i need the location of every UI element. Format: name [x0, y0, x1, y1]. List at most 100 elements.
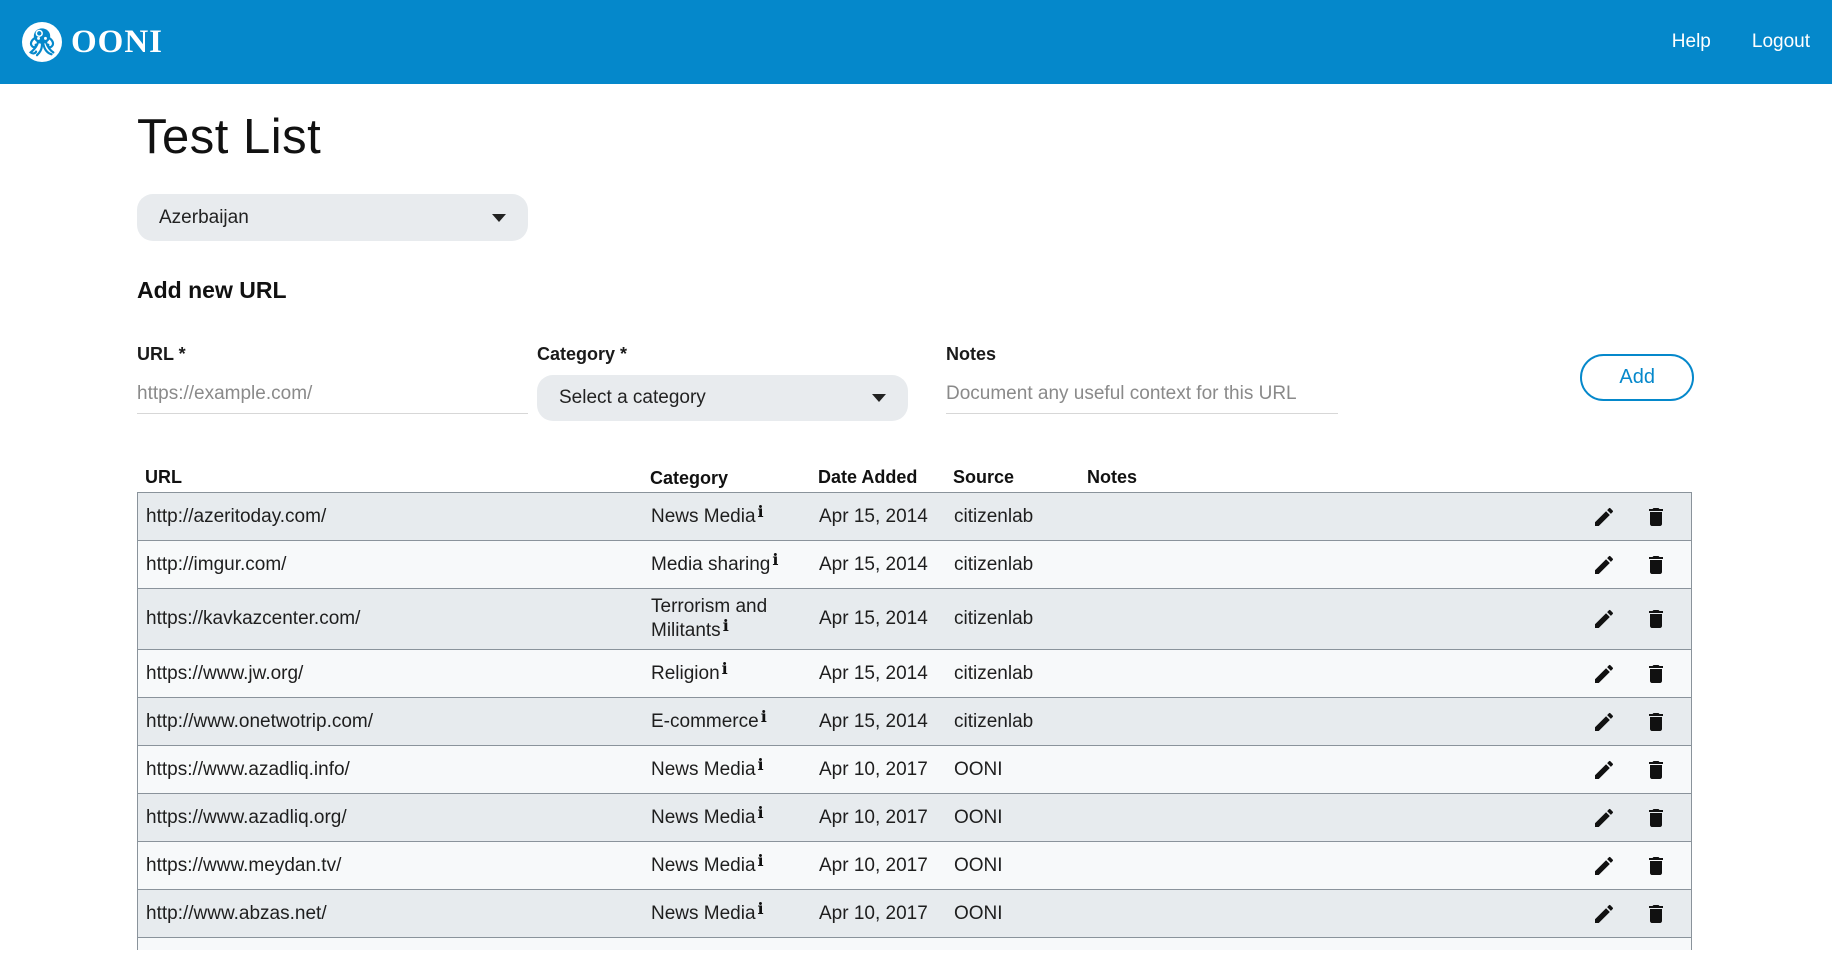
category-info-icon[interactable]: i	[722, 616, 729, 635]
add-url-section-title: Add new URL	[137, 277, 287, 303]
row-actions	[1578, 806, 1690, 830]
page-title: Test List	[137, 110, 322, 164]
url-input[interactable]	[137, 375, 528, 414]
category-cell: E-commerce i	[643, 706, 811, 734]
category-cell: News Media i	[643, 850, 811, 878]
category-cell: Religion i	[643, 658, 811, 686]
delete-trash-icon[interactable]	[1644, 505, 1668, 529]
url-cell: http://www.onetwotrip.com/	[146, 710, 374, 732]
category-text: Terrorism and Militants	[651, 596, 768, 641]
row-actions	[1578, 553, 1690, 577]
source-cell: citizenlab	[954, 662, 1034, 684]
delete-trash-icon[interactable]	[1644, 710, 1668, 734]
brand-wordmark: OONI	[71, 23, 164, 60]
category-cell: News Media i	[643, 501, 811, 529]
row-actions	[1578, 758, 1690, 782]
date-added-cell: Apr 10, 2017	[819, 758, 928, 780]
category-info-icon[interactable]: i	[757, 754, 764, 774]
url-label: URL *	[137, 344, 186, 364]
url-cell: http://azeritoday.com/	[146, 505, 327, 527]
column-header-category: Category	[650, 467, 729, 488]
column-header-date-added: Date Added	[818, 467, 918, 487]
help-link[interactable]: Help	[1671, 31, 1711, 52]
table-row: http://azeritoday.com/ News Media i Apr 1…	[138, 493, 1691, 541]
category-info-icon[interactable]: i	[757, 501, 764, 521]
row-actions	[1578, 505, 1690, 529]
source-cell: citizenlab	[954, 505, 1034, 527]
ooni-logo[interactable]: OONI	[22, 22, 163, 62]
top-nav: Help Logout	[1672, 31, 1810, 53]
notes-input[interactable]	[946, 375, 1338, 414]
url-cell: https://www.azadliq.info/	[146, 758, 350, 780]
edit-pencil-icon[interactable]	[1592, 710, 1616, 734]
source-cell: OONI	[954, 806, 1003, 828]
category-field-group: Category * Select a category	[537, 344, 908, 421]
column-header-url: URL	[145, 467, 182, 487]
source-cell: citizenlab	[954, 710, 1034, 732]
app-header: OONI Help Logout	[0, 0, 1832, 84]
category-info-icon[interactable]: i	[721, 658, 728, 678]
url-field-group: URL *	[137, 344, 528, 414]
category-info-icon[interactable]: i	[757, 802, 764, 822]
category-select-placeholder: Select a category	[559, 387, 706, 408]
column-header-notes: Notes	[1087, 467, 1138, 487]
delete-trash-icon[interactable]	[1644, 662, 1668, 686]
delete-trash-icon[interactable]	[1644, 806, 1668, 830]
delete-trash-icon[interactable]	[1644, 758, 1668, 782]
category-text: Media sharing	[651, 553, 771, 575]
date-added-cell: Apr 15, 2014	[819, 662, 928, 684]
table-row: https://kavkazcenter.com/ Terrorism and …	[138, 589, 1691, 650]
table-row: https://www.azadliq.org/ News Media i Apr…	[138, 794, 1691, 842]
url-cell: https://www.azadliq.org/	[146, 806, 347, 828]
edit-pencil-icon[interactable]	[1592, 806, 1616, 830]
url-cell: https://www.jw.org/	[146, 662, 304, 684]
category-text: News Media	[651, 505, 756, 527]
add-button[interactable]: Add	[1580, 354, 1694, 401]
source-cell: OONI	[954, 854, 1003, 876]
date-added-cell: Apr 10, 2017	[819, 806, 928, 828]
date-added-cell: Apr 15, 2014	[819, 710, 928, 732]
chevron-down-icon	[872, 394, 886, 402]
delete-trash-icon[interactable]	[1644, 607, 1668, 631]
notes-label: Notes	[946, 344, 997, 364]
edit-pencil-icon[interactable]	[1592, 505, 1616, 529]
edit-pencil-icon[interactable]	[1592, 758, 1616, 782]
category-cell: News Media i	[643, 898, 811, 926]
category-select[interactable]: Select a category	[537, 375, 908, 421]
url-table: URL Category Date Added Source Notes htt…	[137, 463, 1692, 950]
edit-pencil-icon[interactable]	[1592, 553, 1616, 577]
category-info-icon[interactable]: i	[760, 706, 767, 726]
source-cell: citizenlab	[954, 608, 1034, 629]
logout-link[interactable]: Logout	[1751, 31, 1810, 52]
edit-pencil-icon[interactable]	[1592, 662, 1616, 686]
table-row: https://www.jw.org/ Religion i Apr 15, 20…	[138, 650, 1691, 698]
ooni-octopus-icon	[22, 22, 62, 62]
notes-field-group: Notes	[946, 344, 1338, 414]
url-cell: http://www.abzas.net/	[146, 902, 327, 924]
category-cell: News Media i	[643, 802, 811, 830]
date-added-cell: Apr 15, 2014	[819, 553, 928, 575]
edit-pencil-icon[interactable]	[1592, 607, 1616, 631]
delete-trash-icon[interactable]	[1644, 902, 1668, 926]
chevron-down-icon	[492, 213, 506, 222]
main-content: Test List Azerbaijan Add new URL URL * C…	[137, 108, 1694, 950]
source-cell: citizenlab	[954, 553, 1034, 575]
category-cell: News Media i	[643, 754, 811, 782]
column-header-source: Source	[953, 467, 1015, 487]
url-cell: https://kavkazcenter.com/	[146, 608, 361, 629]
category-info-icon[interactable]: i	[757, 898, 764, 918]
edit-pencil-icon[interactable]	[1592, 902, 1616, 926]
date-added-cell: Apr 15, 2014	[819, 608, 928, 629]
edit-pencil-icon[interactable]	[1592, 854, 1616, 878]
category-info-icon[interactable]: i	[772, 549, 779, 569]
delete-trash-icon[interactable]	[1644, 553, 1668, 577]
country-select-value: Azerbaijan	[159, 206, 249, 228]
category-text: News Media	[651, 902, 756, 924]
category-cell: Terrorism and Militants i	[643, 595, 811, 643]
country-select[interactable]: Azerbaijan	[137, 194, 528, 241]
add-url-form: URL * Category * Select a category Notes…	[137, 344, 1694, 421]
table-header-row: URL Category Date Added Source Notes	[137, 463, 1692, 492]
category-info-icon[interactable]: i	[757, 850, 764, 870]
source-cell: OONI	[954, 902, 1003, 924]
delete-trash-icon[interactable]	[1644, 854, 1668, 878]
